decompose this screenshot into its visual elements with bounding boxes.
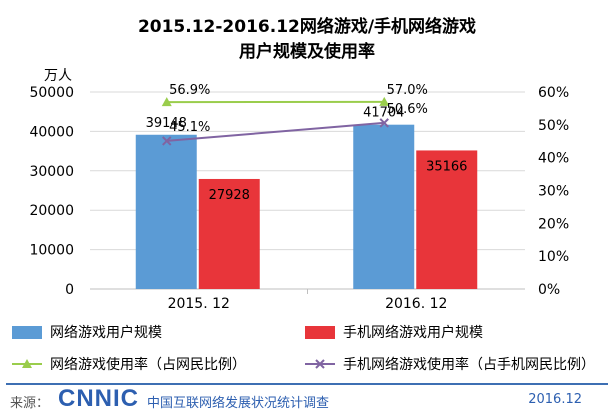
legend-swatch-line-2 bbox=[305, 359, 335, 369]
line-series bbox=[166, 121, 385, 142]
legend-item-bar-2: 手机网络游戏用户规模 bbox=[305, 322, 483, 342]
x-tick-label: 2016. 12 bbox=[385, 296, 447, 312]
line-point bbox=[379, 96, 390, 106]
chart-title-line2: 用户规模及使用率 bbox=[239, 42, 375, 62]
legend-swatch-line-1 bbox=[12, 359, 42, 368]
y-tick-label: 40000 bbox=[29, 124, 74, 140]
legend-item-line-2: 手机网络游戏使用率（占手机网民比例） bbox=[305, 354, 595, 374]
y2-tick-label: 40% bbox=[538, 151, 569, 167]
legend-label-bar-1: 网络游戏用户规模 bbox=[50, 325, 162, 341]
y-tick-label: 30000 bbox=[29, 164, 74, 180]
y-tick-label: 0 bbox=[65, 282, 74, 298]
cnnic-logo: CNNIC bbox=[58, 385, 139, 412]
y2-tick-label: 0% bbox=[538, 282, 560, 298]
y2-tick-label: 50% bbox=[538, 118, 569, 134]
y-tick-label: 50000 bbox=[29, 85, 74, 101]
chart-title-line1: 2015.12-2016.12网络游戏/手机网络游戏 bbox=[137, 17, 477, 37]
y2-tick-label: 30% bbox=[538, 184, 569, 200]
y-tick-label: 20000 bbox=[29, 203, 74, 219]
line-data-label: 45.1% bbox=[169, 120, 210, 135]
y2-tick-label: 20% bbox=[538, 216, 569, 232]
y-tick-label: 10000 bbox=[29, 243, 74, 259]
bar-data-label: 39148 bbox=[146, 116, 187, 131]
legend-swatch-bar-1 bbox=[12, 325, 42, 339]
bar bbox=[353, 124, 415, 289]
legend-swatch-bar-2 bbox=[305, 325, 335, 339]
footer-divider bbox=[6, 383, 608, 385]
legend-label-bar-2: 手机网络游戏用户规模 bbox=[343, 325, 483, 341]
y-unit-label: 万人 bbox=[44, 68, 72, 84]
bar-data-label: 27928 bbox=[209, 188, 250, 203]
y2-tick-label: 60% bbox=[538, 85, 569, 101]
x-tick-label: 2015. 12 bbox=[168, 296, 230, 312]
footer-org-name: 中国互联网络发展状况统计调查 bbox=[147, 396, 330, 411]
bar bbox=[135, 134, 197, 289]
line-data-label: 50.6% bbox=[387, 102, 428, 117]
line-point bbox=[379, 118, 389, 128]
legend-label-line-2: 手机网络游戏使用率（占手机网民比例） bbox=[343, 357, 595, 373]
footer-date: 2016.12 bbox=[528, 392, 582, 407]
bar bbox=[198, 178, 260, 289]
bar bbox=[416, 150, 478, 289]
line-data-label: 57.0% bbox=[387, 83, 428, 98]
bar-data-label: 41704 bbox=[363, 106, 404, 121]
legend-item-line-1: 网络游戏使用率（占网民比例） bbox=[12, 354, 246, 374]
line-point bbox=[161, 97, 172, 107]
footer-source-label: 来源： bbox=[10, 396, 50, 411]
legend-item-bar-1: 网络游戏用户规模 bbox=[12, 322, 162, 342]
bar-data-label: 35166 bbox=[426, 159, 467, 174]
legend-label-line-1: 网络游戏使用率（占网民比例） bbox=[50, 357, 246, 373]
line-point bbox=[162, 136, 172, 146]
line-data-label: 56.9% bbox=[169, 83, 210, 98]
y2-tick-label: 10% bbox=[538, 249, 569, 265]
